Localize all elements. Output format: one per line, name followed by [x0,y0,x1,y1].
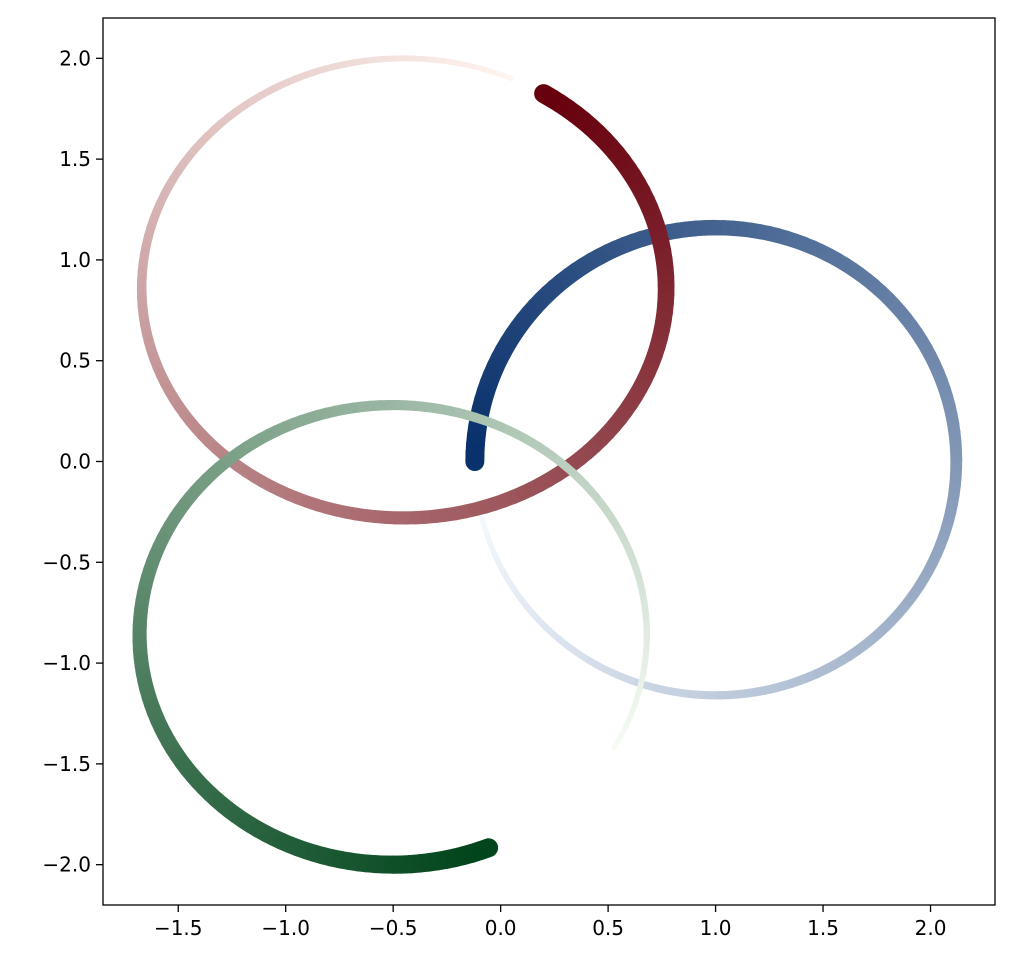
x-tick-label: 2.0 [915,916,947,940]
y-tick-label: 0.5 [59,349,91,373]
y-tick-label: 2.0 [59,46,91,70]
y-tick-label: −1.0 [42,651,91,675]
series-blues-arc [475,228,956,696]
y-tick-label: −0.5 [42,550,91,574]
x-tick-label: 0.0 [485,916,517,940]
series-reds-arc [142,58,666,518]
x-tick-label: 1.5 [807,916,839,940]
y-tick-label: 1.5 [59,147,91,171]
arc-segment [480,848,488,851]
arc-segment [544,94,552,99]
ticks-layer: −1.5 −1.0 −0.5 0.0 0.5 1.0 1.5 2.0 −2.0 −1.5 −1.0 −… [42,46,946,940]
series-layer [140,58,957,864]
y-tick-label: 1.0 [59,248,91,272]
y-tick-label: −2.0 [42,853,91,877]
y-tick-label: 0.0 [59,450,91,474]
x-tick-label: 0.5 [592,916,624,940]
x-tick-label: −1.5 [154,916,203,940]
x-tick-label: −1.0 [261,916,310,940]
x-tick-label: −0.5 [369,916,418,940]
y-tick-label: −1.5 [42,752,91,776]
series-greens-arc [140,405,647,865]
x-tick-label: 1.0 [700,916,732,940]
